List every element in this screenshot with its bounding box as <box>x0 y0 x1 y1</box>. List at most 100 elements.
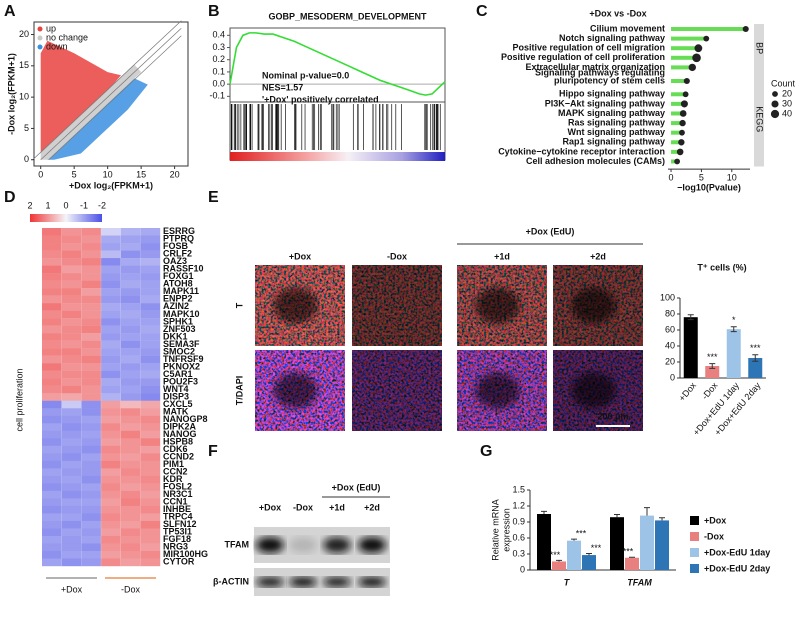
legend-label: -Dox <box>704 531 724 541</box>
heat-cell <box>81 400 102 409</box>
heat-cell <box>81 528 102 537</box>
heat-cell <box>140 325 161 334</box>
dot <box>679 129 685 136</box>
heat-cell <box>140 340 161 349</box>
heat-cell <box>42 355 62 364</box>
rank-colorbar <box>230 152 445 161</box>
gene-label: FOSB <box>163 241 189 251</box>
heat-cell <box>61 370 82 379</box>
heat-cell <box>81 258 102 266</box>
significance: *** <box>750 343 761 353</box>
heat-cell <box>81 243 102 251</box>
gene-label: PTPRQ <box>163 234 194 244</box>
gene-label: SLFN12 <box>163 519 197 529</box>
gene-label: NR3C1 <box>163 489 193 499</box>
bar <box>640 515 654 570</box>
gene-label: MAPK10 <box>163 309 200 319</box>
band <box>289 577 317 587</box>
y-tick-label: 80 <box>665 308 675 318</box>
y-tick-label: 40 <box>665 340 675 350</box>
heat-cell <box>61 265 82 274</box>
y-tick-label: 5 <box>24 123 29 133</box>
heat-cell <box>120 265 141 274</box>
heat-cell <box>120 490 141 499</box>
category-label: Ras signaling pathway <box>568 117 665 127</box>
heat-cell <box>42 273 62 281</box>
heat-cell <box>81 513 102 522</box>
heat-cell <box>42 318 62 326</box>
heat-cell <box>61 475 82 484</box>
bar <box>582 555 596 570</box>
panel-letter: E <box>208 189 219 206</box>
gene-label: HSPB8 <box>163 436 193 446</box>
heat-cell <box>120 370 141 379</box>
lane-label: +2d <box>364 502 380 512</box>
heat-cell <box>61 280 82 289</box>
colorbar-tick-label: 1 <box>45 200 50 210</box>
heat-cell <box>42 310 62 319</box>
heat-cell <box>101 558 121 567</box>
colorbar-tick-label: 0 <box>63 200 68 210</box>
heat-cell <box>140 520 161 529</box>
category-label: Extracellular matrix organization <box>525 62 665 72</box>
heat-cell <box>81 228 102 236</box>
heat-cell <box>101 415 121 424</box>
heat-cell <box>120 445 141 454</box>
gene-label: TNFRSF9 <box>163 354 204 364</box>
gene-label: FOXG1 <box>163 271 194 281</box>
micrograph <box>255 265 345 346</box>
category-label: Hippo signaling pathway <box>559 89 665 99</box>
heat-cell <box>120 408 141 416</box>
error-bar <box>644 507 650 516</box>
heat-cell <box>120 250 141 259</box>
heat-cell <box>42 453 62 462</box>
heat-cell <box>140 355 161 364</box>
gene-label: NANOGP8 <box>163 414 208 424</box>
heat-cell <box>140 438 161 447</box>
category-label: Cell adhesion molecules (CAMs) <box>526 156 665 166</box>
size-legend-dot <box>772 91 778 97</box>
heat-cell <box>81 483 102 492</box>
bar <box>655 520 669 570</box>
micrograph <box>457 350 547 431</box>
y-tick-label: 0.3 <box>512 548 525 558</box>
heat-cell <box>140 370 161 379</box>
heat-cell <box>81 408 102 416</box>
heat-cell <box>140 363 161 371</box>
gene-label: POU2F3 <box>163 376 198 386</box>
heat-cell <box>42 430 62 439</box>
heat-cell <box>81 460 102 469</box>
up-cloud <box>40 40 122 154</box>
heat-cell <box>120 535 141 544</box>
heat-cell <box>81 250 102 259</box>
heat-cell <box>42 348 62 356</box>
heat-cell <box>101 460 121 469</box>
heat-cell <box>42 250 62 259</box>
heat-cell <box>42 243 62 251</box>
heat-cell <box>61 445 82 454</box>
legend-swatch <box>690 532 699 541</box>
heat-cell <box>101 355 121 364</box>
heat-cell <box>61 340 82 349</box>
heat-cell <box>42 483 62 492</box>
dot <box>682 91 689 98</box>
x-tick-label: 0 <box>669 172 674 182</box>
gene-label: CCN1 <box>163 497 188 507</box>
heat-cell <box>140 558 161 567</box>
heat-cell <box>140 385 161 394</box>
micrograph <box>352 265 442 346</box>
error-bar <box>687 314 694 321</box>
gene-label: ZNF503 <box>163 324 196 334</box>
heat-cell <box>81 490 102 499</box>
heat-cell <box>61 355 82 364</box>
heat-cell <box>120 378 141 386</box>
heat-cell <box>120 348 141 356</box>
size-legend-dot <box>771 100 779 108</box>
scale-bar-label: 200 μm <box>597 411 628 421</box>
heat-cell <box>120 288 141 296</box>
heat-cell <box>42 460 62 469</box>
gene-label: PKNOX2 <box>163 361 200 371</box>
gene-label: OAZ3 <box>163 256 187 266</box>
diagonal <box>48 35 182 160</box>
y-tick-label: 0 <box>520 564 525 574</box>
